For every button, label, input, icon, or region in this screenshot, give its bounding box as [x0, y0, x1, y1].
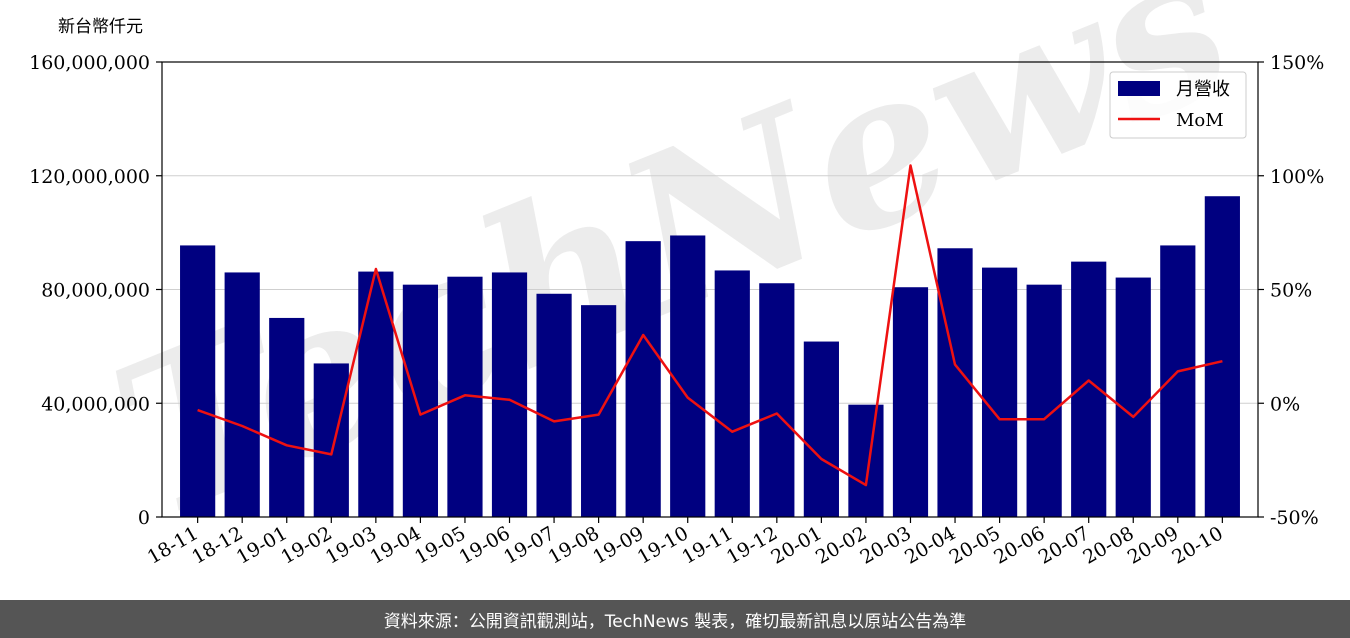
revenue-bar — [670, 235, 706, 517]
right-tick-label: 150% — [1270, 52, 1324, 74]
right-axis: -50% 0% 50% 100% 150% — [1258, 52, 1324, 529]
revenue-bar — [1204, 196, 1240, 517]
mom-line — [197, 164, 1223, 487]
revenue-bar — [625, 241, 661, 517]
left-tick-label: 40,000,000 — [41, 393, 150, 415]
x-tick-label: 20-07 — [1035, 522, 1093, 568]
bar-series — [180, 196, 1240, 517]
revenue-bar — [491, 272, 528, 517]
right-tick-label: 50% — [1270, 280, 1312, 302]
revenue-bar — [803, 341, 839, 517]
x-tick-label: 20-01 — [767, 522, 825, 568]
revenue-bar — [402, 284, 439, 517]
right-tick-label: 100% — [1270, 166, 1324, 188]
revenue-bar — [1115, 277, 1151, 517]
x-tick-label: 19-07 — [500, 522, 558, 568]
x-tick-label: 20-08 — [1079, 522, 1137, 568]
revenue-bar — [759, 283, 795, 517]
x-tick-label: 20-09 — [1124, 522, 1182, 568]
revenue-bar — [981, 267, 1018, 517]
x-tick-label: 19-09 — [589, 522, 647, 568]
x-tick-label: 20-04 — [901, 522, 959, 568]
line-series — [197, 164, 1223, 487]
revenue-bar — [313, 363, 349, 517]
revenue-bar — [1026, 284, 1062, 517]
revenue-bar — [581, 305, 617, 517]
left-tick-label: 160,000,000 — [29, 52, 150, 74]
chart: TechNews 040,000,00080,000,000120,000,00… — [29, 0, 1324, 569]
revenue-bar — [937, 248, 973, 517]
right-tick-label: -50% — [1270, 507, 1319, 529]
left-axis: 0 40,000,000 80,000,000 120,000,000 160,000,… — [29, 52, 162, 529]
x-tick-label: 19-06 — [456, 522, 514, 568]
x-tick-label: 19-02 — [277, 522, 335, 568]
x-tick-label: 20-10 — [1168, 522, 1226, 568]
revenue-bar — [892, 287, 929, 517]
revenue-bar — [224, 272, 260, 517]
left-tick-label: 0 — [138, 507, 150, 529]
revenue-bar — [358, 271, 394, 517]
x-tick-label: 19-08 — [545, 522, 603, 568]
legend-bar-label: 月營收 — [1176, 79, 1230, 100]
revenue-bar — [714, 270, 750, 517]
x-tick-label: 19-12 — [723, 522, 781, 568]
legend: 月營收 MoM — [1109, 71, 1247, 139]
x-tick-label: 19-04 — [366, 522, 424, 568]
legend-line-label: MoM — [1176, 110, 1224, 131]
x-tick-label: 20-05 — [946, 522, 1004, 568]
x-axis: 18-1118-1219-0119-0219-0319-0419-0519-06… — [144, 517, 1227, 569]
left-tick-label: 80,000,000 — [41, 280, 150, 302]
x-tick-label: 20-03 — [857, 522, 915, 568]
x-tick-label: 19-03 — [322, 522, 380, 568]
revenue-bar — [1160, 245, 1196, 517]
unit-label: 新台幣仟元 — [58, 17, 143, 37]
x-tick-label: 20-06 — [990, 522, 1048, 568]
left-tick-label: 120,000,000 — [29, 166, 150, 188]
footer-source-note: 資料來源：公開資訊觀測站，TechNews 製表，確切最新訊息以原站公告為準 — [0, 600, 1350, 638]
right-tick-label: 0% — [1270, 393, 1300, 415]
legend-bar-swatch — [1118, 81, 1160, 96]
x-tick-label: 19-05 — [411, 522, 469, 568]
revenue-bar — [180, 245, 216, 517]
x-tick-label: 19-10 — [634, 522, 692, 568]
revenue-bar — [848, 404, 884, 517]
x-tick-label: 20-02 — [812, 522, 870, 568]
chart-svg: TechNews 040,000,00080,000,000120,000,00… — [29, 0, 1324, 569]
revenue-bar — [536, 293, 572, 517]
revenue-bar — [269, 317, 305, 517]
x-tick-label: 19-11 — [678, 522, 736, 568]
